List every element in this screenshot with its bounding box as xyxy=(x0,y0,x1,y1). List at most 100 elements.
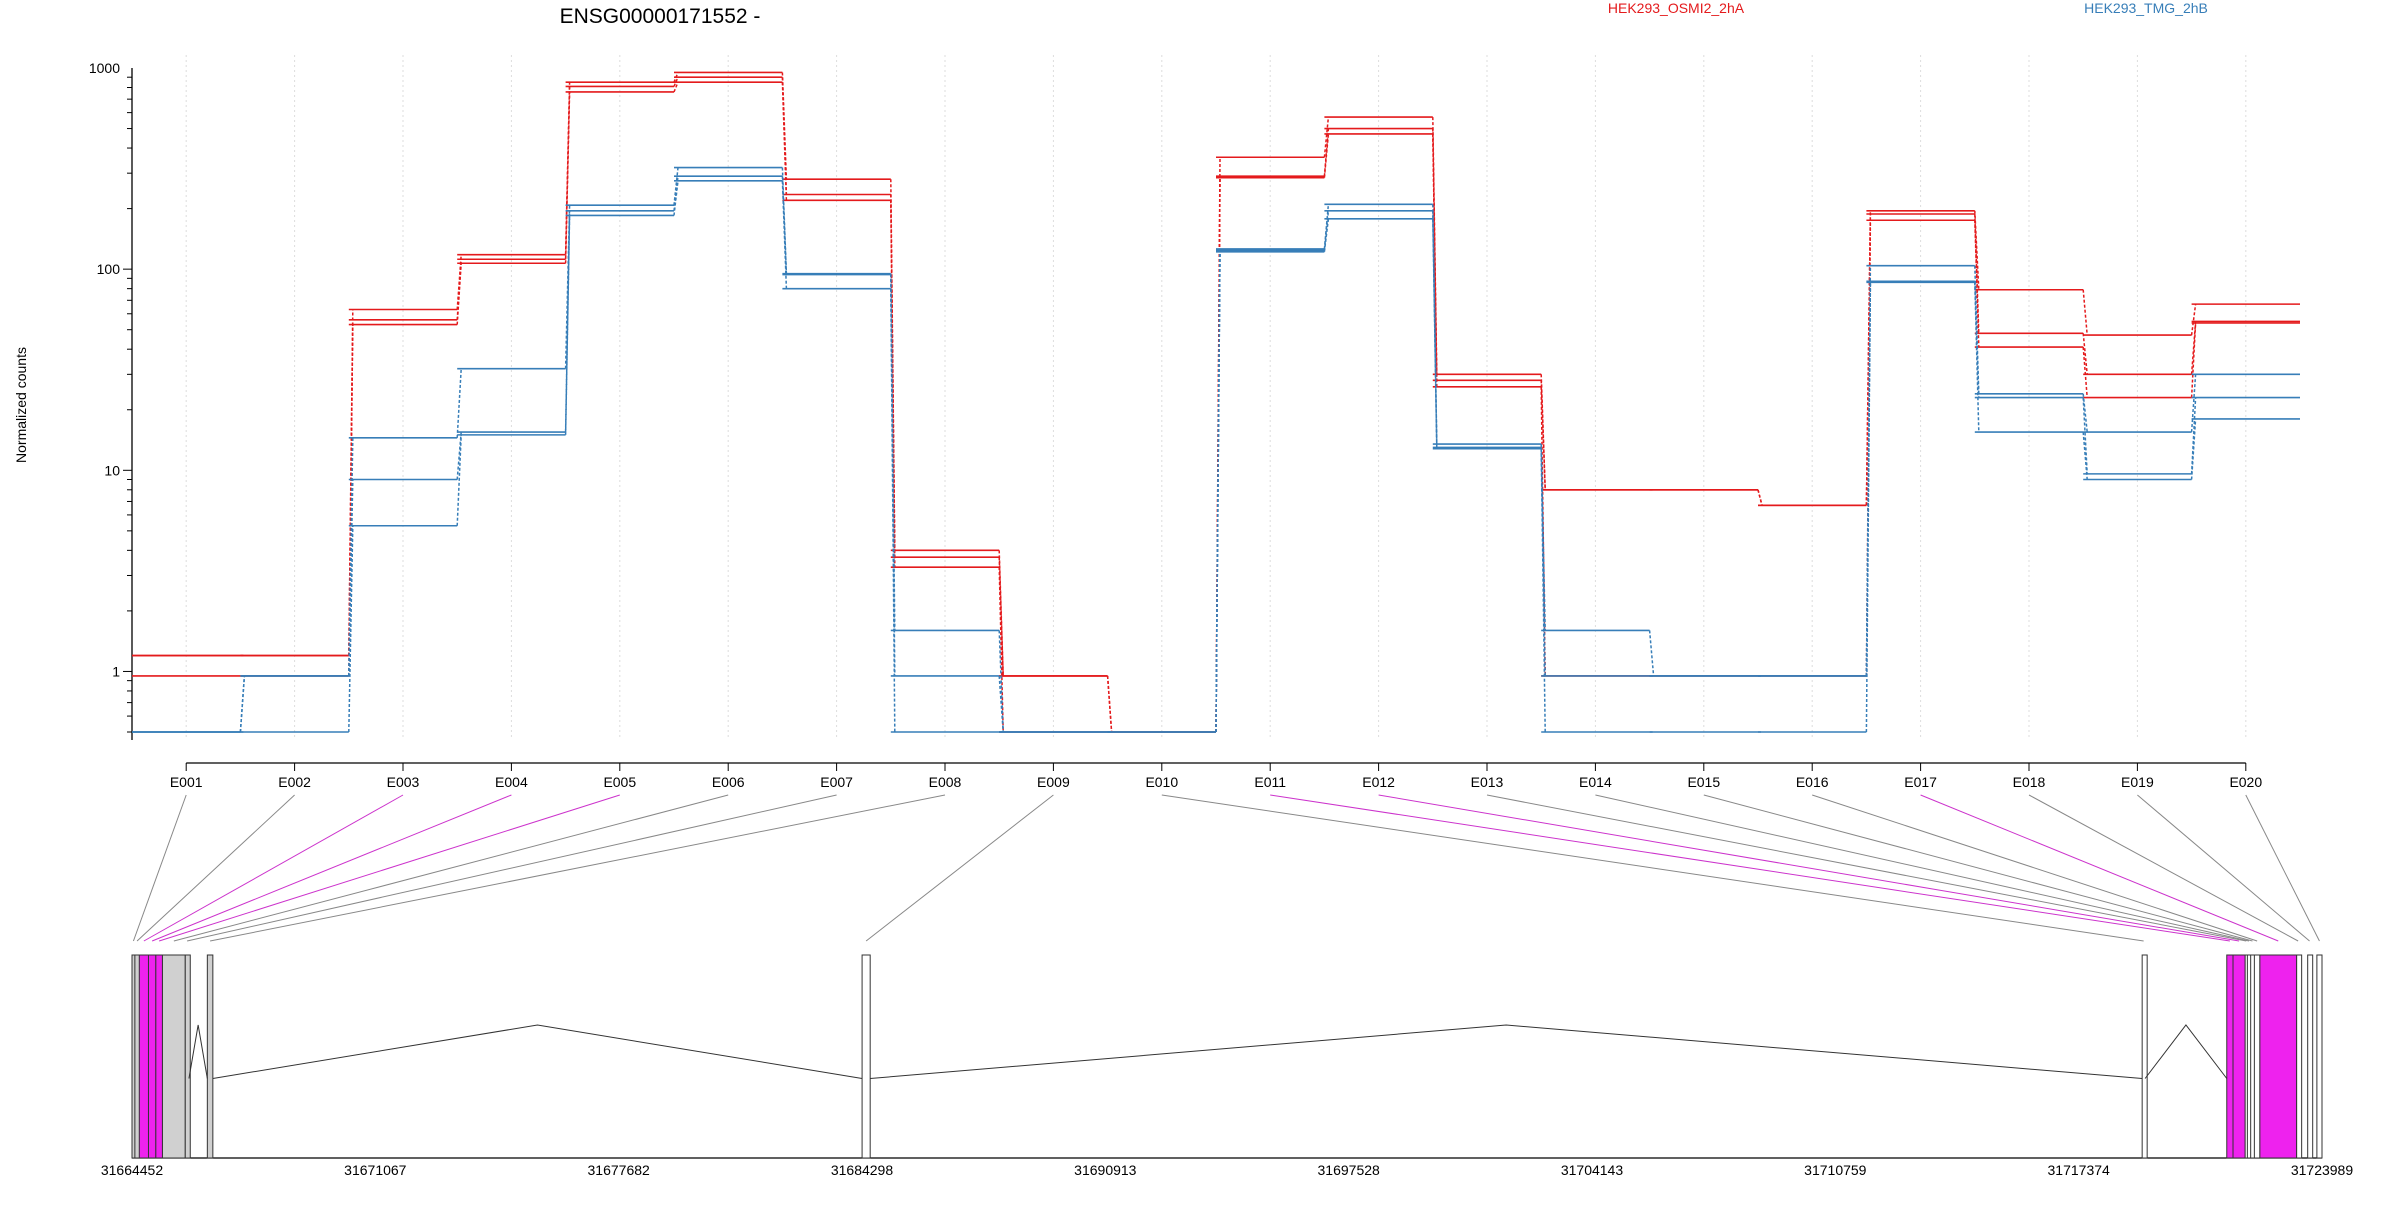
series-connector xyxy=(1323,128,1330,177)
series-connector xyxy=(2190,322,2197,398)
exon-links xyxy=(132,794,2320,942)
series-connector xyxy=(1540,447,1546,676)
x-tick-label: E007 xyxy=(820,774,853,790)
exon-box-e018 xyxy=(2296,954,2303,1159)
series-6 xyxy=(132,179,2300,733)
series-connector xyxy=(1648,630,1655,676)
exon-link-e003 xyxy=(143,794,404,942)
series-connector xyxy=(2190,304,2197,336)
exon-link-e004 xyxy=(151,794,512,942)
exon-link-e016 xyxy=(1812,794,2258,942)
series-connector xyxy=(1432,133,1438,387)
exon-link-e005 xyxy=(158,794,620,942)
series-connector xyxy=(348,479,354,676)
gene-tick-label: 31677682 xyxy=(588,1162,651,1178)
y-tick-label: 100 xyxy=(97,261,121,277)
series-connector xyxy=(1974,210,1980,290)
x-tick-label: E012 xyxy=(1362,774,1395,790)
series-connector xyxy=(1323,210,1330,251)
exon-link-e012 xyxy=(1378,794,2240,942)
series-connector xyxy=(1865,213,1872,506)
exon-box-e017 xyxy=(2259,954,2298,1159)
x-tick-label: E017 xyxy=(1904,774,1937,790)
series-connector xyxy=(1432,218,1438,449)
legend-entry-condition-b: HEK293_TMG_2hB xyxy=(2084,0,2208,16)
intron-line xyxy=(212,1024,863,1079)
x-tick-label: E006 xyxy=(712,774,745,790)
series-connector xyxy=(890,288,896,733)
intron-line xyxy=(870,1024,2143,1079)
x-tick-label: E011 xyxy=(1254,774,1286,790)
series-connector xyxy=(998,675,1004,733)
series-connector xyxy=(2190,418,2197,480)
exon-link-e006 xyxy=(173,794,729,942)
x-tick-label: E014 xyxy=(1579,774,1612,790)
x-tick-label: E009 xyxy=(1037,774,1070,790)
series-connector xyxy=(2082,431,2088,480)
exon-box-e004 xyxy=(147,954,157,1159)
y-tick-label: 10 xyxy=(104,462,120,478)
x-tick-label: E003 xyxy=(387,774,420,790)
exon-box-e010 xyxy=(2141,954,2148,1159)
series-connector xyxy=(1540,380,1546,490)
exon-link-e018 xyxy=(2028,794,2299,942)
series-connector xyxy=(2082,289,2088,336)
exon-box-e019 xyxy=(2307,954,2314,1159)
gene-tick-label: 31671067 xyxy=(344,1162,407,1178)
series-connector xyxy=(456,368,462,438)
gene-tick-label: 31664452 xyxy=(101,1162,164,1178)
x-tick-label: E008 xyxy=(929,774,962,790)
y-axis-label: Normalized counts xyxy=(13,347,29,463)
x-tick-label: E005 xyxy=(603,774,636,790)
series-2 xyxy=(132,76,2300,733)
gene-tick-label: 31704143 xyxy=(1561,1162,1624,1178)
gene-tick-label: 31684298 xyxy=(831,1162,894,1178)
x-tick-label: E020 xyxy=(2229,774,2262,790)
gene-tick-label: 31710759 xyxy=(1804,1162,1867,1178)
exon-box-e009 xyxy=(861,954,871,1159)
series-connector xyxy=(998,567,1004,733)
series-connector xyxy=(2190,397,2197,474)
intron-line xyxy=(2144,1024,2228,1079)
series-connector xyxy=(456,431,462,480)
gene-tick-label: 31690913 xyxy=(1074,1162,1137,1178)
gene-tick-label: 31697528 xyxy=(1318,1162,1381,1178)
exon-link-e009 xyxy=(865,794,1054,942)
y-tick-label: 1000 xyxy=(89,60,120,76)
exon-link-e010 xyxy=(1161,794,2144,942)
series-connector xyxy=(1215,251,1221,733)
series-lines xyxy=(132,71,2300,733)
series-connector xyxy=(564,91,571,264)
series-3 xyxy=(132,81,2300,733)
x-tick-label: E013 xyxy=(1471,774,1504,790)
series-connector xyxy=(1432,210,1438,448)
exon-link-e014 xyxy=(1595,794,2250,942)
x-tick-label: E015 xyxy=(1687,774,1720,790)
exon-box-e011 xyxy=(2226,954,2234,1159)
series-connector xyxy=(2082,346,2088,398)
series-1 xyxy=(132,71,2300,733)
series-connector xyxy=(1757,489,1763,506)
series-connector xyxy=(1323,133,1330,178)
x-tick-label: E019 xyxy=(2121,774,2154,790)
exon-link-e019 xyxy=(2137,794,2310,942)
series-connector xyxy=(781,167,788,274)
x-tick-label: E010 xyxy=(1145,774,1178,790)
series-connector xyxy=(2082,397,2088,474)
exon-link-e001 xyxy=(132,794,187,942)
gene-tick-label: 31723989 xyxy=(2291,1162,2354,1178)
series-connector xyxy=(456,263,462,325)
x-tick-label: E018 xyxy=(2013,774,2046,790)
series-connector xyxy=(239,675,246,733)
x-tick-label: E004 xyxy=(495,774,528,790)
exon-link-e002 xyxy=(136,794,295,942)
x-tick-label: E002 xyxy=(278,774,311,790)
exon-link-e008 xyxy=(209,794,946,942)
exon-box-e007 xyxy=(184,954,191,1159)
exon-box-e005 xyxy=(155,954,163,1159)
exon-link-e020 xyxy=(2245,794,2320,942)
grid-lines xyxy=(185,55,2247,740)
y-tick-label: 1 xyxy=(112,663,120,679)
exon-box-e003 xyxy=(138,954,149,1159)
